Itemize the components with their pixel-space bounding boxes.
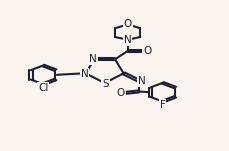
Text: S: S [102,79,108,89]
Text: N: N [80,69,88,79]
Text: O: O [123,19,131,29]
Text: O: O [143,46,151,56]
Text: F: F [159,100,165,110]
Text: O: O [116,88,124,98]
Text: N: N [123,35,131,45]
Text: Cl: Cl [38,83,48,93]
Text: N: N [137,76,145,86]
Text: N: N [89,54,97,64]
